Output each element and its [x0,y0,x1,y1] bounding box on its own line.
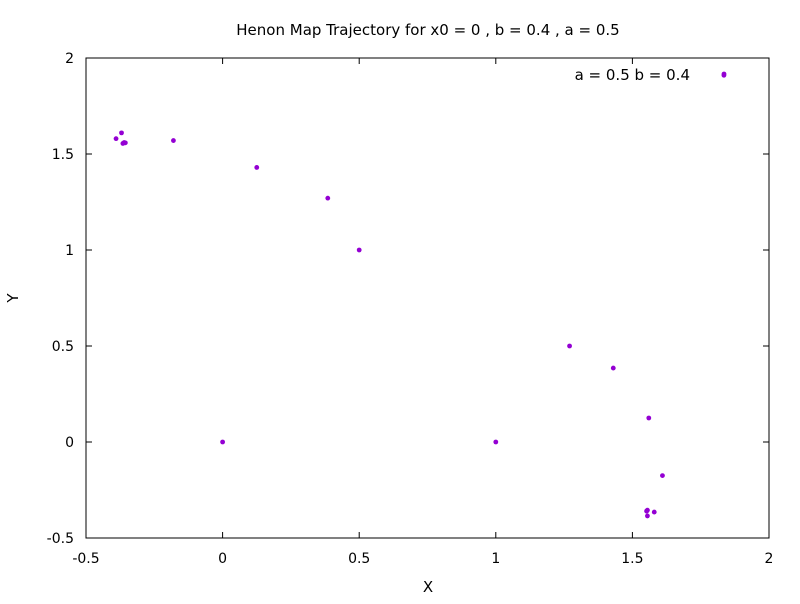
legend-marker [721,71,727,77]
data-points [113,72,727,519]
legend: a = 0.5 b = 0.4 [575,66,727,84]
y-tick-label: 0 [65,435,74,451]
y-tick-label: 2 [65,51,74,67]
data-point [567,343,572,349]
x-axis-tick-labels: -0.5 0 0.5 1 1.5 2 [72,551,773,567]
y-tick-label: 0.5 [52,339,74,355]
data-point [645,513,650,519]
x-tick-label: 0 [218,551,227,567]
x-tick-label: 1 [491,551,500,567]
x-axis-ticks [222,58,633,538]
x-tick-label: 0.5 [348,551,370,567]
x-tick-label: 1.5 [621,551,643,567]
data-point [113,136,119,142]
legend-label: a = 0.5 b = 0.4 [575,66,690,84]
x-axis-label: X [423,578,433,596]
data-point [493,439,499,445]
x-tick-label: 2 [765,551,774,567]
data-point [644,508,650,514]
data-point [122,140,128,146]
data-point [660,473,665,478]
data-point [651,509,657,515]
y-axis-label: Y [4,293,22,304]
data-point [220,439,226,445]
plot-frame [85,57,770,539]
data-point [171,138,176,143]
data-point [646,415,652,421]
y-axis-tick-labels: -0.5 0 0.5 1 1.5 2 [47,51,74,547]
y-tick-label: -0.5 [47,531,74,547]
chart-title: Henon Map Trajectory for x0 = 0 , b = 0.… [236,21,619,39]
x-tick-label: -0.5 [72,551,99,567]
data-point [356,247,362,253]
data-point [119,130,124,136]
data-point [610,365,616,371]
y-tick-label: 1.5 [52,147,74,163]
data-point [254,165,260,170]
data-point [325,195,331,201]
y-tick-label: 1 [65,243,74,259]
y-axis-ticks [86,153,769,443]
